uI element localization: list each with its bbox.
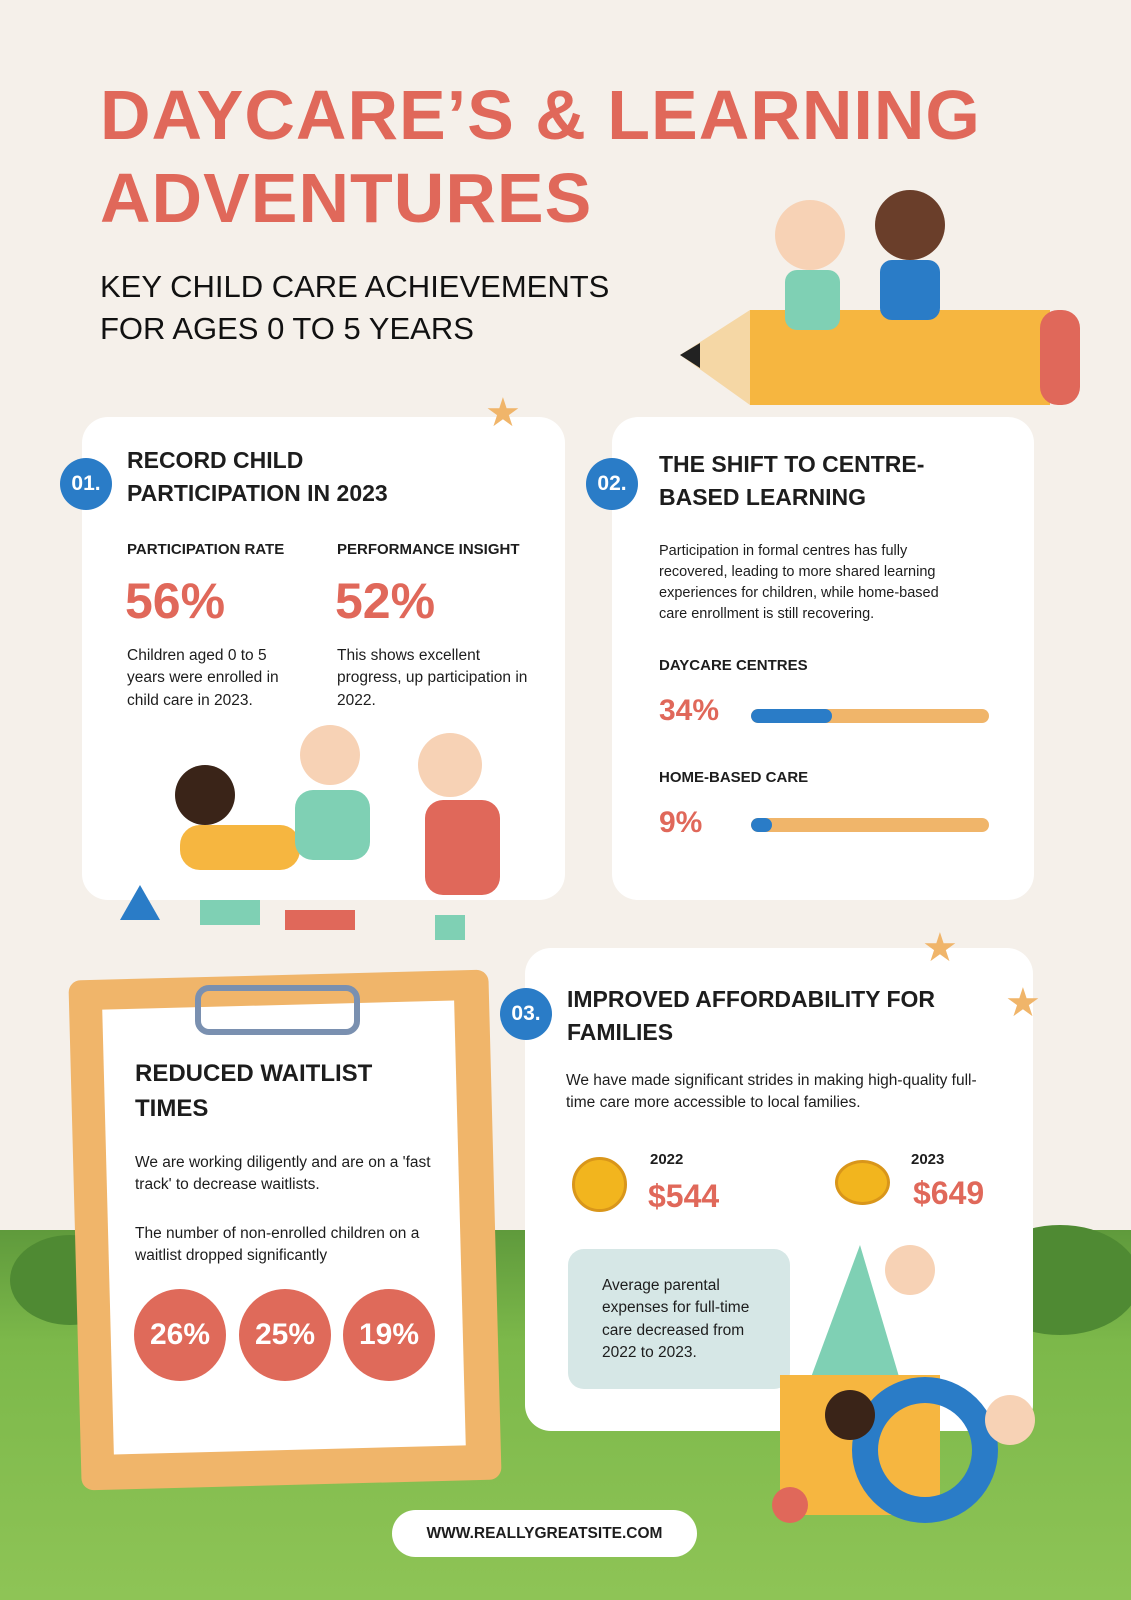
title: DAYCARE’S & LEARNING	[100, 76, 981, 154]
note-box	[568, 1249, 790, 1389]
note-text: Average parental expenses for full-time …	[602, 1277, 750, 1362]
star: ★	[1005, 981, 1041, 1025]
stat-text: This shows excellent progress, up partic…	[337, 647, 528, 709]
waitlist-text: The number of non-enrolled children on a…	[135, 1225, 420, 1265]
waitlist-figure: 26%	[134, 1289, 226, 1381]
section-number: 02.	[586, 458, 638, 510]
section-text: We have made significant strides in maki…	[566, 1072, 977, 1112]
bar-label: DAYCARE CENTRES	[659, 657, 808, 674]
stat-text: Children aged 0 to 5 years were enrolled…	[127, 647, 279, 709]
stat-value: 56%	[125, 573, 226, 629]
subtitle-line: FOR AGES 0 TO 5 YEARS	[100, 310, 474, 346]
cost-amount: $649	[913, 1175, 985, 1211]
cost-year: 2023	[911, 1151, 945, 1168]
cost-amount: $544	[648, 1178, 720, 1214]
waitlist-figure: 19%	[343, 1289, 435, 1381]
bar-fill	[751, 709, 832, 723]
stat-label: PARTICIPATION RATE	[127, 541, 285, 558]
illustration	[120, 725, 500, 940]
stat-value: 52%	[335, 573, 436, 629]
waitlist-figure: 25%	[239, 1289, 331, 1381]
section-title: RECORD CHILD PARTICIPATION IN 2023	[127, 447, 388, 507]
illustration	[772, 1245, 1035, 1523]
waitlist-title: REDUCED WAITLIST TIMES	[135, 1060, 373, 1122]
bar-track	[751, 818, 989, 832]
section-title: THE SHIFT TO CENTRE-BASED LEARNING	[659, 451, 925, 511]
subtitle: KEY CHILD CARE ACHIEVEMENTS FOR AGES 0 TO…	[100, 266, 609, 350]
star: ★	[485, 391, 521, 435]
coin-icon	[572, 1157, 627, 1212]
coin-icon	[835, 1160, 890, 1205]
bar-label: HOME-BASED CARE	[659, 769, 809, 786]
bar-fill	[751, 818, 773, 832]
stat-label: PERFORMANCE INSIGHT	[337, 541, 520, 558]
bar-value: 9%	[659, 806, 703, 839]
clip	[195, 985, 360, 1035]
section-title: IMPROVED AFFORDABILITY FOR FAMILIES	[567, 986, 935, 1046]
waitlist-text: We are working diligently and are on a '…	[135, 1154, 431, 1194]
section-text: Participation in formal centres has full…	[659, 543, 939, 623]
website[interactable]: WWW.REALLYGREATSITE.COM	[392, 1510, 697, 1557]
bar-value: 34%	[659, 694, 720, 727]
star: ★	[922, 926, 958, 970]
illustration	[680, 190, 1080, 405]
bar-track	[751, 709, 989, 723]
subtitle-line: KEY CHILD CARE ACHIEVEMENTS	[100, 269, 610, 304]
cost-year: 2022	[650, 1151, 684, 1168]
section-number: 01.	[60, 458, 112, 510]
title: ADVENTURES	[100, 159, 593, 237]
section-number: 03.	[500, 988, 552, 1040]
